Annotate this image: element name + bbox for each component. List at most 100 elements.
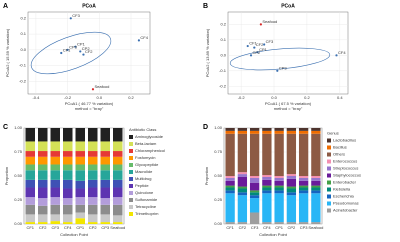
confidence-ellipse	[30, 31, 112, 75]
bar-segment	[298, 130, 309, 134]
bar-segment	[249, 212, 260, 224]
x-tick-label: CP2	[287, 225, 296, 230]
point	[91, 88, 95, 91]
legend-swatch	[129, 184, 133, 188]
x-tick-label: 0.2	[304, 95, 310, 100]
bar-segment	[25, 128, 35, 142]
bar-segment	[237, 176, 248, 187]
bar-segment	[75, 164, 85, 171]
point	[259, 23, 262, 26]
bar-segment	[25, 179, 35, 188]
bar-segment	[50, 141, 60, 152]
point-label: CF3	[72, 13, 80, 18]
point	[74, 45, 77, 48]
bar-segment	[88, 141, 98, 152]
bar-segment	[75, 170, 85, 181]
point	[69, 17, 72, 20]
bar-segment	[249, 190, 260, 193]
bar-segment	[274, 130, 284, 134]
bar-segment	[286, 133, 297, 175]
bar-segment	[113, 197, 123, 205]
bar-segment	[286, 174, 297, 176]
y-tick-label: 0.75	[214, 149, 223, 154]
bar-segment	[75, 212, 85, 219]
legend-label: Enterobacter	[333, 180, 357, 185]
legend-swatch	[129, 212, 133, 216]
legend-swatch	[327, 180, 331, 185]
point-label: CF2	[85, 49, 93, 54]
bar-segment	[100, 151, 110, 157]
legend-label: Pseudomonas	[333, 201, 359, 206]
bar-segment	[237, 133, 248, 173]
bar-segment	[262, 179, 272, 186]
panel-letter: C	[3, 124, 8, 131]
legend-label: Fosfomycin	[135, 155, 155, 160]
bar-segment	[298, 128, 309, 131]
y-tick-label: 0.0	[220, 52, 226, 57]
bar-segment	[311, 128, 321, 131]
point-label: Seafood	[262, 19, 277, 24]
y-tick-label: 0.25	[214, 197, 223, 202]
bar-segment	[262, 133, 272, 176]
legend-label: Streptococcus	[333, 166, 358, 171]
bar-segment	[50, 151, 60, 157]
bar-segment	[225, 190, 235, 194]
legend-label: Trimethoprim	[135, 211, 159, 216]
legend-label: Chloramphenicol	[135, 148, 165, 153]
bar-segment	[225, 180, 235, 186]
x-tick-label: Seafood	[110, 225, 125, 230]
bar-segment	[237, 172, 248, 175]
y-axis-label: Proportion	[204, 167, 209, 185]
y-tick-label: 0.75	[14, 149, 23, 154]
legend-swatch	[327, 194, 331, 199]
bar-segment	[311, 185, 321, 188]
y-tick-label: -0.1	[19, 63, 27, 68]
bar-segment	[286, 195, 297, 223]
bar-segment	[100, 179, 110, 188]
bar-segment	[237, 186, 248, 189]
bar-segment	[88, 170, 98, 180]
point	[137, 39, 141, 42]
bar-segment	[25, 197, 35, 205]
bar-segment	[274, 177, 284, 181]
bar-segment	[75, 204, 85, 213]
x-tick-label: 0.0	[271, 95, 277, 100]
bar-segment	[88, 197, 98, 205]
bar-segment	[50, 214, 60, 222]
bar-segment	[249, 182, 260, 191]
point-label: CP3	[69, 44, 78, 49]
bar-segment	[113, 179, 123, 188]
legend-label: Sulfonamide	[135, 197, 158, 202]
legend-swatch	[327, 201, 331, 206]
legend-label: Escherichia	[333, 194, 354, 199]
legend-label: Klebsiella	[333, 187, 351, 192]
bar-segment	[286, 188, 297, 193]
chart-title: PCoA	[82, 3, 96, 9]
bar-segment	[262, 130, 272, 134]
bar-segment	[63, 179, 73, 189]
bar-segment	[25, 214, 35, 223]
bar-segment	[237, 174, 248, 177]
bar-segment	[237, 128, 248, 131]
x-tick-label: CF3	[51, 225, 59, 230]
x-tick-label: -0.2	[64, 95, 72, 100]
point-label: Seafood	[94, 84, 109, 89]
bar-segment	[274, 187, 284, 191]
plot-area	[27, 11, 151, 95]
legend-swatch	[129, 191, 133, 195]
y-tick-label: 0.1	[220, 37, 226, 42]
bar-segment	[88, 222, 98, 224]
y-tick-label: 0.25	[14, 197, 23, 202]
bar-segment	[298, 133, 309, 176]
bar-segment	[113, 141, 123, 152]
bar-segment	[113, 170, 123, 180]
bar-segment	[50, 170, 60, 180]
point	[253, 46, 256, 49]
point	[79, 50, 82, 53]
legend-swatch	[129, 142, 133, 146]
bar-segment	[100, 222, 110, 224]
bar-segment	[100, 156, 110, 165]
bar-segment	[38, 170, 48, 180]
bar-segment	[237, 222, 248, 224]
bar-segment	[249, 177, 260, 183]
